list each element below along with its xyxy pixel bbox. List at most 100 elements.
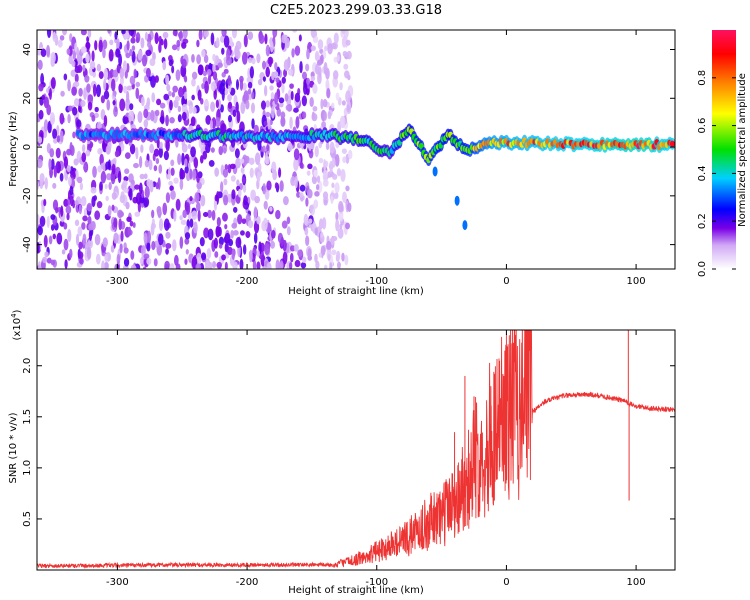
noise-blob: [329, 141, 335, 154]
noise-blob: [333, 192, 339, 200]
noise-blob: [336, 54, 340, 62]
noise-blob: [200, 194, 206, 207]
noise-blob: [67, 79, 71, 92]
noise-blob: [250, 102, 256, 114]
noise-blob: [122, 60, 128, 72]
snr-frame: [36, 329, 676, 571]
noise-blob: [135, 192, 142, 205]
noise-blob: [92, 70, 97, 78]
noise-blob: [241, 218, 247, 225]
noise-blob: [145, 101, 150, 108]
noise-blob: [272, 30, 278, 38]
noise-blob: [240, 230, 245, 236]
noise-blob: [119, 194, 126, 204]
noise-blob: [92, 165, 97, 178]
noise-blob: [49, 148, 55, 158]
noise-blob: [73, 81, 80, 88]
noise-blob: [310, 141, 315, 150]
noise-blob: [266, 262, 272, 269]
noise-blob: [191, 94, 195, 101]
noise-blob: [235, 237, 242, 249]
noise-blob: [243, 34, 248, 48]
noise-blob: [50, 158, 55, 170]
noise-blob: [149, 179, 154, 193]
noise-blob: [206, 248, 212, 259]
noise-blob: [191, 53, 195, 63]
noise-blob: [227, 246, 233, 256]
noise-blob: [209, 119, 213, 130]
noise-blob: [208, 73, 212, 85]
noise-blob: [111, 204, 115, 211]
noise-blob: [246, 76, 252, 83]
noise-blob: [220, 35, 225, 43]
snr-multiplier: (x104): [10, 309, 23, 340]
noise-blob: [235, 157, 241, 169]
noise-blob: [171, 65, 175, 74]
snr-y-ticks: 0.5 1.0 1.5 2.0: [22, 358, 675, 527]
noise-blob: [158, 233, 164, 246]
y-tick-label: 2.0: [22, 358, 33, 374]
noise-blob: [112, 100, 116, 106]
noise-blob: [312, 83, 318, 94]
noise-blob: [126, 40, 130, 51]
noise-blob: [202, 150, 208, 160]
noise-blob: [56, 232, 63, 245]
noise-blob: [309, 204, 314, 211]
noise-blob: [294, 92, 301, 103]
noise-blob: [310, 30, 317, 39]
noise-blob: [52, 128, 58, 140]
noise-blob: [241, 177, 246, 183]
noise-blob: [314, 227, 318, 236]
noise-blob: [48, 235, 53, 245]
noise-blob: [337, 227, 344, 239]
noise-blob: [148, 159, 153, 171]
noise-blob: [89, 60, 96, 70]
noise-blob: [173, 209, 177, 222]
noise-blob: [230, 229, 234, 239]
noise-blob: [165, 192, 171, 204]
noise-blob: [296, 191, 301, 198]
noise-blob: [50, 51, 56, 64]
noise-blob: [175, 263, 181, 269]
noise-blob: [331, 182, 335, 189]
noise-blob: [289, 116, 293, 129]
noise-blob: [81, 222, 86, 230]
noise-blob: [241, 51, 248, 65]
noise-blob: [159, 102, 166, 109]
noise-blob: [165, 231, 171, 239]
noise-blob: [37, 225, 43, 236]
noise-blob: [185, 171, 191, 182]
noise-blob: [53, 165, 57, 178]
noise-blob: [299, 184, 306, 192]
noise-blob: [123, 116, 129, 124]
noise-blob: [214, 194, 219, 202]
noise-blob: [103, 90, 110, 100]
x-tick-label: -200: [236, 577, 259, 588]
noise-blob: [46, 44, 51, 57]
noise-blob: [264, 189, 270, 201]
noise-blob: [339, 223, 343, 230]
snr-series-line: [37, 330, 675, 570]
noise-blob: [138, 182, 143, 195]
noise-blob: [138, 155, 143, 169]
noise-blob: [77, 226, 83, 237]
noise-blob: [64, 259, 68, 269]
colorbar-gradient: [712, 30, 736, 269]
noise-blob: [162, 31, 169, 39]
noise-blob: [311, 113, 318, 122]
noise-blob: [322, 99, 328, 108]
noise-blob: [158, 146, 163, 159]
noise-blob: [112, 90, 117, 97]
noise-blob: [43, 119, 49, 132]
noise-blob: [254, 152, 261, 166]
noise-blob: [216, 216, 221, 227]
noise-blob: [191, 78, 196, 87]
noise-blob: [340, 169, 346, 182]
noise-blob: [262, 60, 266, 70]
noise-blob: [120, 230, 124, 242]
snr-multiplier-exp: 4: [10, 313, 18, 318]
noise-blob: [263, 120, 268, 126]
noise-blob: [331, 173, 338, 180]
noise-blob: [347, 202, 352, 213]
svg-text:(x104): (x104): [10, 309, 23, 340]
